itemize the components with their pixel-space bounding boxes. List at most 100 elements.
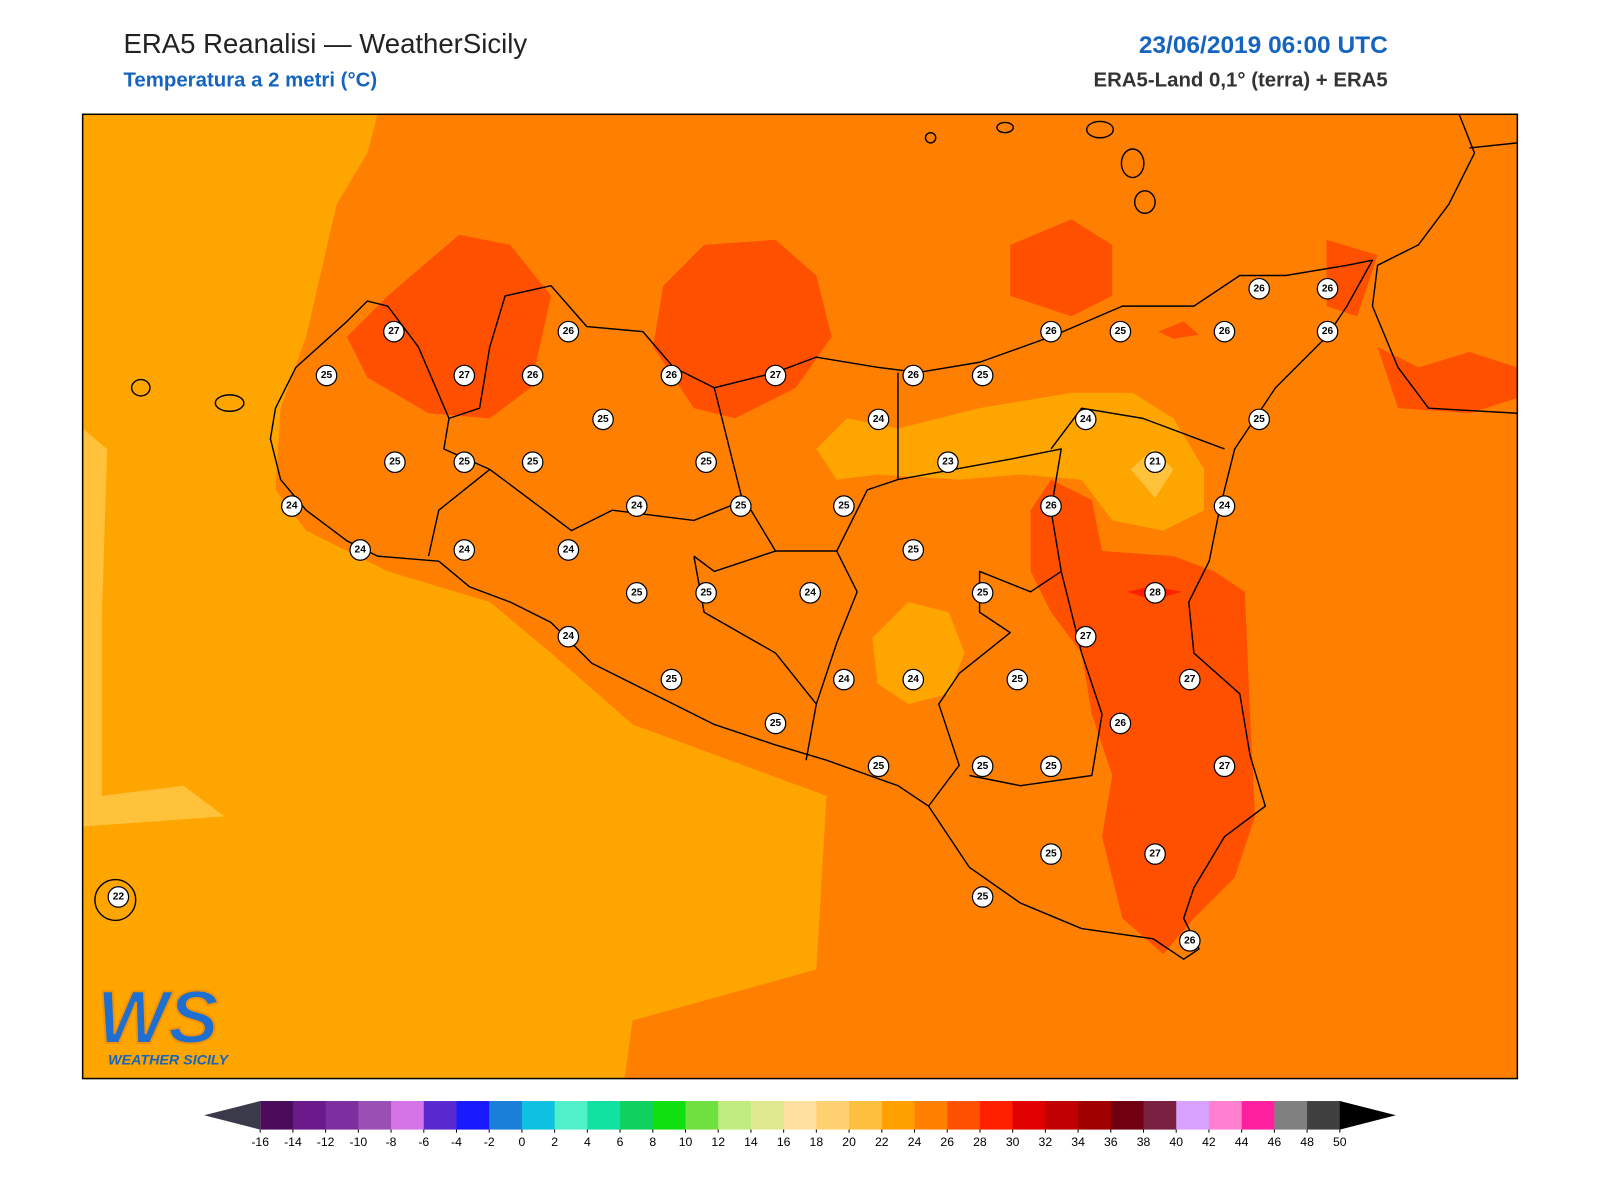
station-value: 26 (1254, 283, 1266, 294)
subtitle: Temperatura a 2 metri (°C) (123, 70, 377, 92)
station-value: 22 (113, 891, 125, 902)
station-value: 25 (1045, 761, 1057, 772)
colorbar-box (1241, 1101, 1275, 1130)
station-marker (1144, 451, 1166, 474)
colorbar-tick-label: 24 (908, 1135, 922, 1149)
field-band (653, 239, 832, 419)
station-marker (867, 755, 890, 778)
station-value: 26 (1045, 501, 1057, 512)
station: 25 (1248, 408, 1270, 431)
station-value: 25 (908, 545, 920, 556)
station-marker (1213, 755, 1236, 778)
field-band (1326, 239, 1378, 317)
station: 24 (799, 582, 822, 604)
station-value: 27 (1149, 849, 1161, 860)
station: 27 (1074, 625, 1097, 648)
station-value: 26 (1115, 718, 1127, 729)
station-value: 26 (666, 370, 678, 381)
colorbar-tick-label: 16 (777, 1135, 791, 1149)
station: 27 (1213, 755, 1236, 778)
province-border (427, 372, 1225, 807)
station-marker (799, 582, 822, 604)
colorbar-box (1143, 1101, 1177, 1130)
station-marker (902, 539, 925, 561)
station-value: 25 (1115, 326, 1127, 337)
station: 24 (1074, 408, 1097, 431)
colorbar-box (260, 1101, 294, 1130)
station-marker (521, 364, 544, 387)
station-value: 25 (666, 674, 678, 685)
station: 24 (349, 539, 372, 561)
station-value: 25 (459, 457, 471, 468)
station-value: 26 (1322, 326, 1334, 337)
colorbar-tick-label: -6 (418, 1135, 429, 1149)
colorbar-tick-label: 34 (1071, 1135, 1085, 1149)
station-marker (1248, 277, 1270, 300)
station-marker (1248, 408, 1270, 431)
coastline (269, 259, 1374, 960)
station: 26 (902, 364, 925, 387)
colorbar-box (423, 1101, 458, 1130)
colorbar-box (391, 1101, 425, 1130)
station: 25 (971, 886, 994, 908)
station-marker (730, 495, 752, 517)
station: 25 (971, 364, 994, 387)
field-band (82, 428, 225, 827)
station: 24 (902, 668, 925, 691)
colorbar-tick-label: -16 (251, 1135, 269, 1149)
station: 25 (660, 668, 683, 691)
colorbar-tick-label: -8 (386, 1135, 397, 1149)
station-value: 24 (1080, 414, 1092, 425)
station-value: 25 (597, 414, 609, 425)
station-value: 24 (563, 631, 575, 642)
colorbar-box (979, 1101, 1014, 1130)
station-value: 27 (770, 370, 782, 381)
station-marker (592, 408, 614, 431)
island (1086, 120, 1114, 139)
colorbar-box (1110, 1101, 1145, 1130)
station: 25 (833, 495, 855, 517)
station: 27 (383, 320, 405, 343)
colorbar-tick-label: -12 (317, 1135, 335, 1149)
station-marker (1006, 668, 1029, 691)
colorbar-tick-label: 40 (1169, 1135, 1183, 1149)
station-value: 25 (977, 761, 989, 772)
source: ERA5-Land 0,1° (terra) + ERA5 (1093, 70, 1387, 92)
station: 25 (695, 582, 717, 604)
station-marker (1144, 843, 1166, 865)
station-marker (1040, 495, 1062, 517)
station-marker (833, 495, 855, 517)
station: 25 (315, 364, 338, 387)
station: 25 (1040, 843, 1062, 865)
station-marker (1109, 320, 1132, 343)
station-value: 27 (459, 370, 471, 381)
station-marker (1144, 582, 1166, 604)
station-value: 25 (1012, 674, 1024, 685)
station: 25 (730, 495, 752, 517)
island (1120, 148, 1145, 179)
colorbar-tick-label: 22 (875, 1135, 889, 1149)
colorbar: -16 -14 -12 -10 -8 -6 -4 -2 0 2 4 6 8 10 12 14 16 18 20 22 2… (204, 1101, 1396, 1149)
station: 26 (1040, 320, 1062, 343)
station-value: 25 (873, 761, 885, 772)
station-value: 24 (355, 545, 367, 556)
station: 26 (1316, 320, 1339, 343)
station-value: 24 (838, 674, 850, 685)
station-marker (315, 364, 338, 387)
station-marker (625, 582, 648, 604)
colorbar-box (292, 1101, 327, 1130)
station-marker (695, 451, 717, 474)
station-value: 25 (1254, 414, 1266, 425)
station-value: 25 (631, 587, 643, 598)
colorbar-box (325, 1101, 359, 1130)
station-marker (1040, 843, 1062, 865)
station-value: 27 (1080, 631, 1092, 642)
station-value: 23 (942, 457, 954, 468)
station: 23 (937, 451, 959, 474)
station: 25 (695, 451, 717, 474)
colorbar-box (914, 1101, 948, 1130)
colorbar-box (652, 1101, 687, 1130)
station-value: 26 (1322, 283, 1334, 294)
station-marker (557, 539, 580, 561)
